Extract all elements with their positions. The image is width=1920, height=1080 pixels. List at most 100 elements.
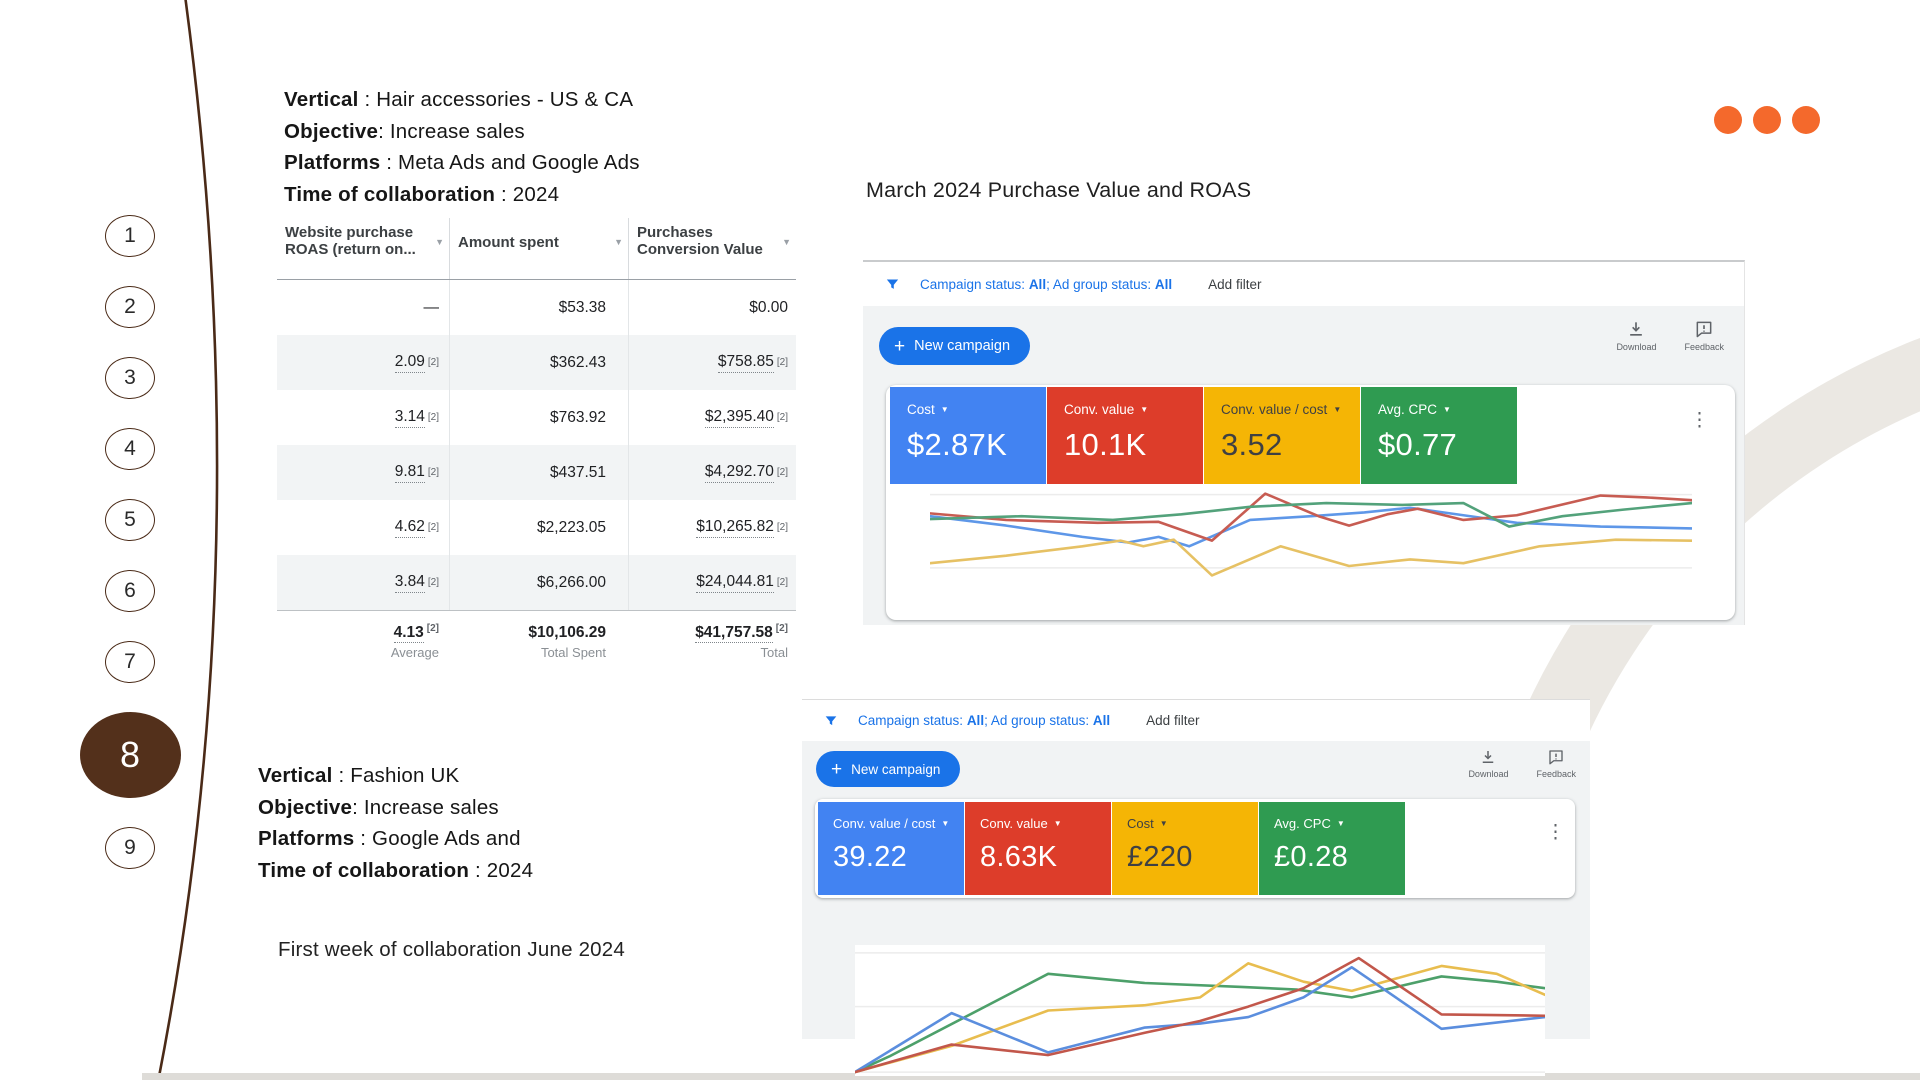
info-label: Platforms xyxy=(258,827,355,850)
more-options-icon[interactable]: ⋮ xyxy=(1546,822,1565,843)
page-number-1[interactable]: 1 xyxy=(105,215,155,257)
scorecards: Cost ▼ $2.87K Conv. value ▼ 10.1K Conv. va… xyxy=(890,387,1517,484)
new-campaign-button[interactable]: + New campaign xyxy=(816,751,961,787)
page-number-4[interactable]: 4 xyxy=(105,428,155,470)
scorecard-metric-dropdown[interactable]: Cost ▼ xyxy=(907,402,949,417)
download-label: Download xyxy=(1468,769,1509,779)
info-label: Time of collaboration xyxy=(284,182,496,206)
filter-funnel-icon xyxy=(886,279,899,289)
table-row: 2.09 [2] $362.43 $758.85 [2] xyxy=(277,335,796,390)
campaign-status-filter[interactable]: Campaign status: All; Ad group status: A… xyxy=(858,713,1111,728)
purchase-value-cell: $758.85 [2] xyxy=(628,335,796,390)
info-label: Platforms xyxy=(284,151,381,174)
caret-down-icon: ▼ xyxy=(940,405,949,414)
add-filter-button[interactable]: Add filter xyxy=(1208,276,1262,292)
page-number-7[interactable]: 7 xyxy=(105,641,155,683)
feedback-icon xyxy=(1696,321,1712,338)
amount-spent-cell: $763.92 xyxy=(449,390,628,445)
collaboration-note: First week of collaboration June 2024 xyxy=(278,938,625,961)
info-line-vertical: Vertical : Hair accessories - US & CA xyxy=(284,84,640,116)
scorecard-metric-dropdown[interactable]: Conv. value ▼ xyxy=(1064,402,1149,417)
info-line-platforms: Platforms : Meta Ads and Google Ads xyxy=(284,147,640,179)
scorecard-value: $2.87K xyxy=(907,427,1008,462)
performance-chart-1 xyxy=(930,488,1692,582)
info-line-vertical: Vertical : Fashion UK xyxy=(258,760,533,792)
caret-down-icon: ▼ xyxy=(1159,819,1168,828)
table-row: 3.84 [2] $6,266.00 $24,044.81 [2] xyxy=(277,555,796,610)
roas-cell: 9.81 [2] xyxy=(277,445,449,500)
scorecard-value: 39.22 xyxy=(833,841,908,873)
info-line-objective: Objective: Increase sales xyxy=(284,116,640,148)
table-row: 3.14 [2] $763.92 $2,395.40 [2] xyxy=(277,390,796,445)
scorecard-metric-dropdown[interactable]: Conv. value / cost ▼ xyxy=(833,816,950,831)
more-options-icon[interactable]: ⋮ xyxy=(1690,410,1709,431)
caret-down-icon: ▼ xyxy=(1053,819,1062,828)
add-filter-button[interactable]: Add filter xyxy=(1146,713,1200,728)
table-header-row: Website purchase ROAS (return on... ▼ Amo… xyxy=(277,218,796,280)
column-header-purchases-value[interactable]: Purchases Conversion Value ▼ xyxy=(628,218,796,279)
info-label: Vertical xyxy=(258,764,333,787)
column-header-roas[interactable]: Website purchase ROAS (return on... ▼ xyxy=(277,218,449,279)
scorecard-value: £220 xyxy=(1127,841,1193,873)
page-number-3[interactable]: 3 xyxy=(105,357,155,399)
footnote-marker: [2] xyxy=(775,622,788,634)
feedback-icon xyxy=(1549,750,1563,765)
info-value: : Meta Ads and Google Ads xyxy=(380,151,640,174)
scorecard-metric-dropdown[interactable]: Avg. CPC ▼ xyxy=(1378,402,1451,417)
campaign-status-filter[interactable]: Campaign status: All; Ad group status: A… xyxy=(920,276,1173,292)
info-value: : Increase sales xyxy=(352,795,499,819)
accent-dots xyxy=(1714,106,1820,134)
caret-down-icon: ▼ xyxy=(941,819,950,828)
amount-spent-cell: $437.51 xyxy=(449,445,628,500)
roas-cell: 3.84 [2] xyxy=(277,555,449,610)
metrics-card: Conv. value / cost ▼ 39.22 Conv. value ▼ 8… xyxy=(815,799,1575,898)
info-line-platforms: Platforms : Google Ads and xyxy=(258,823,533,855)
scorecard-metric-dropdown[interactable]: Cost ▼ xyxy=(1127,816,1168,831)
value-summary-cell: $41,757.58 [2] Total xyxy=(695,622,788,660)
plus-icon: + xyxy=(894,335,906,357)
purchase-value-cell: $2,395.40 [2] xyxy=(628,390,796,445)
scorecard-conv-value-cost: Conv. value / cost ▼ 39.22 xyxy=(818,802,964,895)
feedback-button[interactable]: Feedback xyxy=(1536,748,1576,779)
bottom-edge-band xyxy=(142,1073,1920,1080)
scorecard-value: 8.63K xyxy=(980,841,1058,873)
page-number-8-active[interactable]: 8 xyxy=(79,712,181,798)
purchase-value-cell: $24,044.81 [2] xyxy=(628,555,796,610)
google-ads-screenshot-1: Campaign status: All; Ad group status: A… xyxy=(863,260,1745,625)
feedback-button[interactable]: Feedback xyxy=(1684,319,1724,352)
page-number-6[interactable]: 6 xyxy=(105,570,155,612)
purchase-value-cell: $0.00 xyxy=(628,280,796,335)
chart-heading: March 2024 Purchase Value and ROAS xyxy=(866,178,1252,202)
orange-dot xyxy=(1792,106,1820,134)
download-button[interactable]: Download xyxy=(1468,748,1508,779)
amount-spent-cell: $362.43 xyxy=(449,335,628,390)
scorecard-value: $0.77 xyxy=(1378,427,1458,462)
scorecard-metric-dropdown[interactable]: Conv. value / cost ▼ xyxy=(1221,402,1342,417)
meta-ads-results-table: Website purchase ROAS (return on... ▼ Amo… xyxy=(277,218,796,673)
amount-spent-cell: $2,223.05 xyxy=(449,500,628,555)
scorecard-value: 3.52 xyxy=(1221,427,1283,462)
download-icon xyxy=(1483,751,1494,763)
sort-caret-icon: ▼ xyxy=(782,237,791,247)
scorecard-conv-value: Conv. value ▼ 10.1K xyxy=(1047,387,1203,484)
table-row: 9.81 [2] $437.51 $4,292.70 [2] xyxy=(277,445,796,500)
summary-label: Total Spent xyxy=(540,645,606,660)
new-campaign-button[interactable]: + New campaign xyxy=(879,327,1031,365)
sort-caret-icon: ▼ xyxy=(435,237,444,247)
scorecard-metric-dropdown[interactable]: Conv. value ▼ xyxy=(980,816,1062,831)
filter-bar: Campaign status: All; Ad group status: A… xyxy=(863,262,1744,306)
roas-cell: 4.62 [2] xyxy=(277,500,449,555)
summary-label: Total xyxy=(760,645,788,660)
page-number-5[interactable]: 5 xyxy=(105,499,155,541)
sort-caret-icon: ▼ xyxy=(614,237,623,247)
amount-spent-cell: $53.38 xyxy=(449,280,628,335)
scorecard-metric-dropdown[interactable]: Avg. CPC ▼ xyxy=(1274,816,1345,831)
purchase-value-cell: $10,265.82 [2] xyxy=(628,500,796,555)
download-label: Download xyxy=(1616,342,1657,352)
column-header-amount-spent[interactable]: Amount spent ▼ xyxy=(449,218,628,279)
page-number-2[interactable]: 2 xyxy=(105,286,155,328)
page-number-9[interactable]: 9 xyxy=(105,827,155,869)
download-button[interactable]: Download xyxy=(1616,319,1656,352)
scorecard-value: £0.28 xyxy=(1274,841,1349,873)
